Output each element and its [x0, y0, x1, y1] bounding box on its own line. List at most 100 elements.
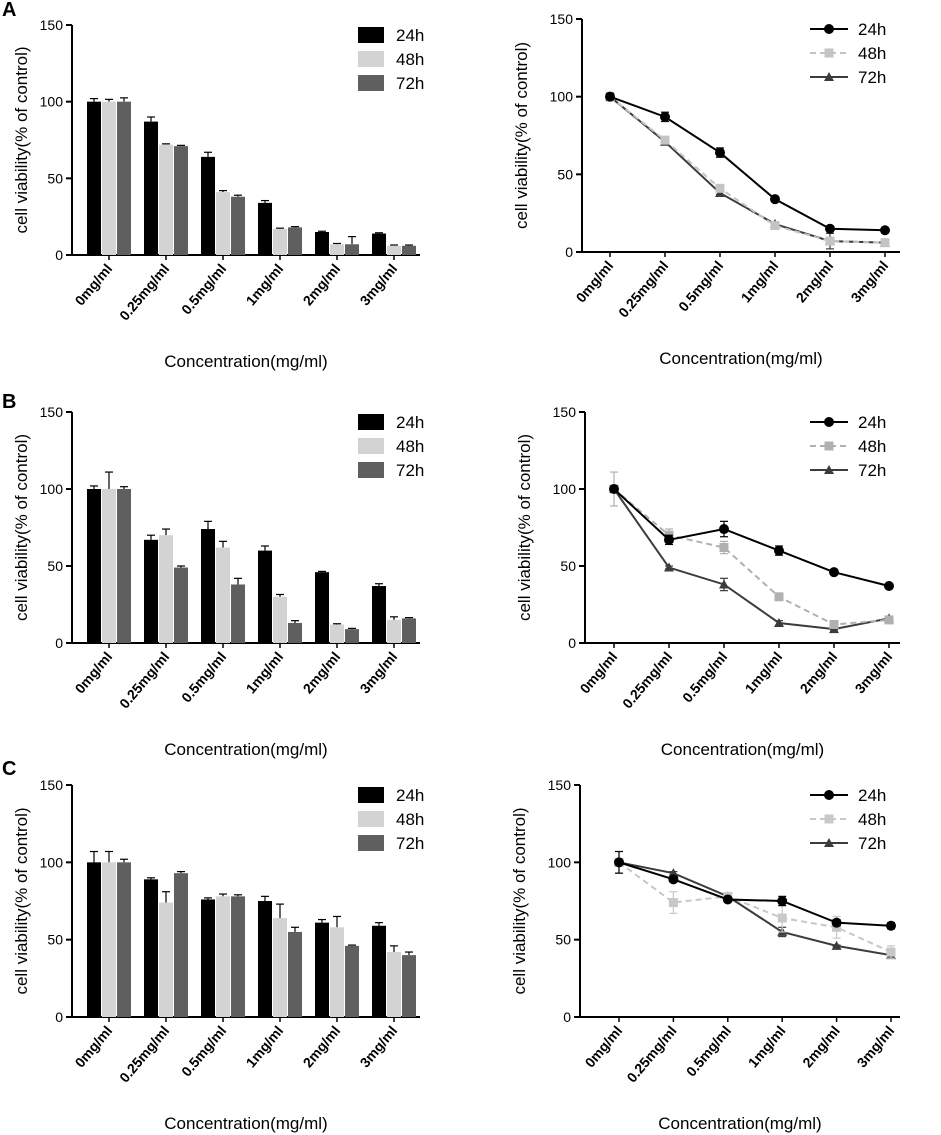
C-bar-legend-label: 72h	[396, 834, 424, 853]
C-bar-x-axis-title: Concentration(mg/ml)	[164, 1114, 327, 1133]
A-line-y-tick-label: 100	[550, 89, 574, 105]
C-line-legend-marker	[824, 814, 834, 824]
A-line-chart: 0 50 100 150 0mg/ml0.25mg/ml 0.5mg/ml 1mg/ml 2m…	[512, 11, 900, 368]
B-line-x-tick-label: 0.5mg/ml	[679, 649, 730, 706]
C-bar-legend-swatch	[358, 835, 384, 851]
B-bar-bar	[102, 489, 116, 643]
C-line-point	[777, 913, 787, 923]
A-line-point	[715, 183, 725, 193]
B-line-series-line	[613, 488, 890, 631]
C-line-point	[886, 947, 896, 957]
A-bar-x-tick-label: 2mg/ml	[300, 261, 344, 309]
A-bar-bar	[273, 228, 287, 255]
C-bar-bar	[273, 918, 287, 1017]
C-bar-bar	[330, 927, 344, 1017]
B-bar-legend-swatch	[358, 462, 384, 478]
A-bar-y-tick-label: 150	[40, 17, 64, 33]
C-bar-legend-swatch	[358, 787, 384, 803]
C-bar-legend-swatch	[358, 811, 384, 827]
B-bar-y-tick-label: 0	[55, 635, 63, 651]
C-bar-y-tick-label: 100	[40, 854, 64, 870]
B-bar-bar	[159, 535, 173, 643]
B-bar-bar	[372, 586, 386, 643]
C-bar-bar	[216, 896, 230, 1017]
B-bar-bar	[174, 567, 188, 643]
B-line-x-tick-label: 3mg/ml	[852, 649, 896, 697]
C-line-point	[831, 917, 842, 928]
B-line-point	[884, 615, 894, 625]
A-bar-x-tick-label: 0mg/ml	[72, 261, 116, 309]
B-line-x-tick-label: 1mg/ml	[742, 649, 786, 697]
C-line-y-axis-title: cell viability(% of control)	[510, 807, 529, 994]
B-bar-legend-swatch	[358, 438, 384, 454]
A-line-y-tick-label: 150	[550, 11, 574, 27]
C-bar-bar	[387, 952, 401, 1017]
B-line-legend-marker	[824, 417, 834, 427]
B-bar-x-tick-label: 0mg/ml	[72, 649, 116, 697]
C-line-series-line	[618, 861, 892, 953]
B-line-point	[829, 620, 839, 630]
C-line-y-tick-label: 150	[548, 777, 572, 793]
B-bar-legend-label: 48h	[396, 437, 424, 456]
A-line-y-tick-label: 50	[557, 166, 573, 182]
C-bar-bar	[315, 922, 329, 1017]
A-bar-x-axis-title: Concentration(mg/ml)	[164, 352, 327, 371]
B-line-point	[719, 524, 729, 535]
C-bar-x-tick-label: 2mg/ml	[300, 1023, 344, 1071]
C-bar-bar	[102, 862, 116, 1017]
C-bar-y-tick-label: 50	[47, 932, 63, 948]
C-line-legend-marker	[824, 790, 834, 800]
A-line-x-tick-label: 1mg/ml	[738, 258, 782, 306]
B-bar-bar	[87, 489, 101, 643]
C-line-legend-marker	[824, 838, 834, 847]
B-line-y-tick-label: 50	[560, 558, 576, 574]
A-line-x-tick-label: 0.5mg/ml	[675, 258, 726, 315]
C-bar-x-tick-label: 0mg/ml	[72, 1023, 116, 1071]
A-bar-legend-label: 72h	[396, 74, 424, 93]
A-line-x-tick-label: 3mg/ml	[848, 258, 892, 306]
C-line-legend-label: 48h	[858, 810, 886, 829]
B-bar-bar	[273, 596, 287, 643]
C-bar-bar	[159, 902, 173, 1017]
A-bar-bar	[201, 156, 215, 255]
C-bar-bar	[87, 862, 101, 1017]
A-bar-bar	[231, 196, 245, 255]
B-line-x-tick-label: 2mg/ml	[797, 649, 841, 697]
A-line-point	[605, 91, 615, 102]
C-line-y-tick-label: 0	[563, 1009, 571, 1025]
B-bar-bar	[288, 622, 302, 643]
A-bar-bar	[402, 245, 416, 255]
C-line-x-axis-title: Concentration(mg/ml)	[658, 1114, 821, 1133]
C-bar-legend-label: 48h	[396, 810, 424, 829]
B-line-series-line	[613, 488, 890, 626]
C-bar-legend-label: 24h	[396, 786, 424, 805]
B-line-chart: 0 50 100 150 0mg/ml0.25mg/ml 0.5mg/ml 1mg/ml 2m…	[515, 404, 900, 759]
C-line-point	[668, 874, 679, 885]
B-line-y-tick-label: 0	[568, 635, 576, 651]
C-bar-bar	[174, 873, 188, 1017]
B-line-point	[609, 484, 619, 494]
A-bar-x-tick-label: 0.5mg/ml	[178, 261, 229, 318]
panel-letter-a: A	[2, 0, 16, 21]
A-bar-legend-label: 24h	[396, 26, 424, 45]
B-bar-bar	[258, 550, 272, 643]
C-line-point	[668, 898, 678, 908]
A-bar-legend-label: 48h	[396, 50, 424, 69]
C-bar-bar	[402, 955, 416, 1017]
A-line-legend-label: 24h	[858, 20, 886, 39]
B-bar-x-tick-label: 1mg/ml	[243, 649, 287, 697]
A-bar-y-tick-label: 50	[47, 170, 63, 186]
C-bar-bar	[144, 879, 158, 1017]
A-bar-bar	[387, 245, 401, 255]
A-bar-bar	[315, 232, 329, 255]
B-bar-x-tick-label: 3mg/ml	[357, 649, 401, 697]
B-bar-bar	[387, 619, 401, 643]
A-line-point	[880, 238, 890, 248]
A-line-point	[715, 147, 725, 158]
A-line-legend-marker	[824, 48, 834, 58]
A-bar-bar	[117, 101, 131, 256]
A-line-series-line	[609, 95, 886, 232]
C-bar-bar	[288, 931, 302, 1017]
C-line-point	[886, 920, 896, 931]
